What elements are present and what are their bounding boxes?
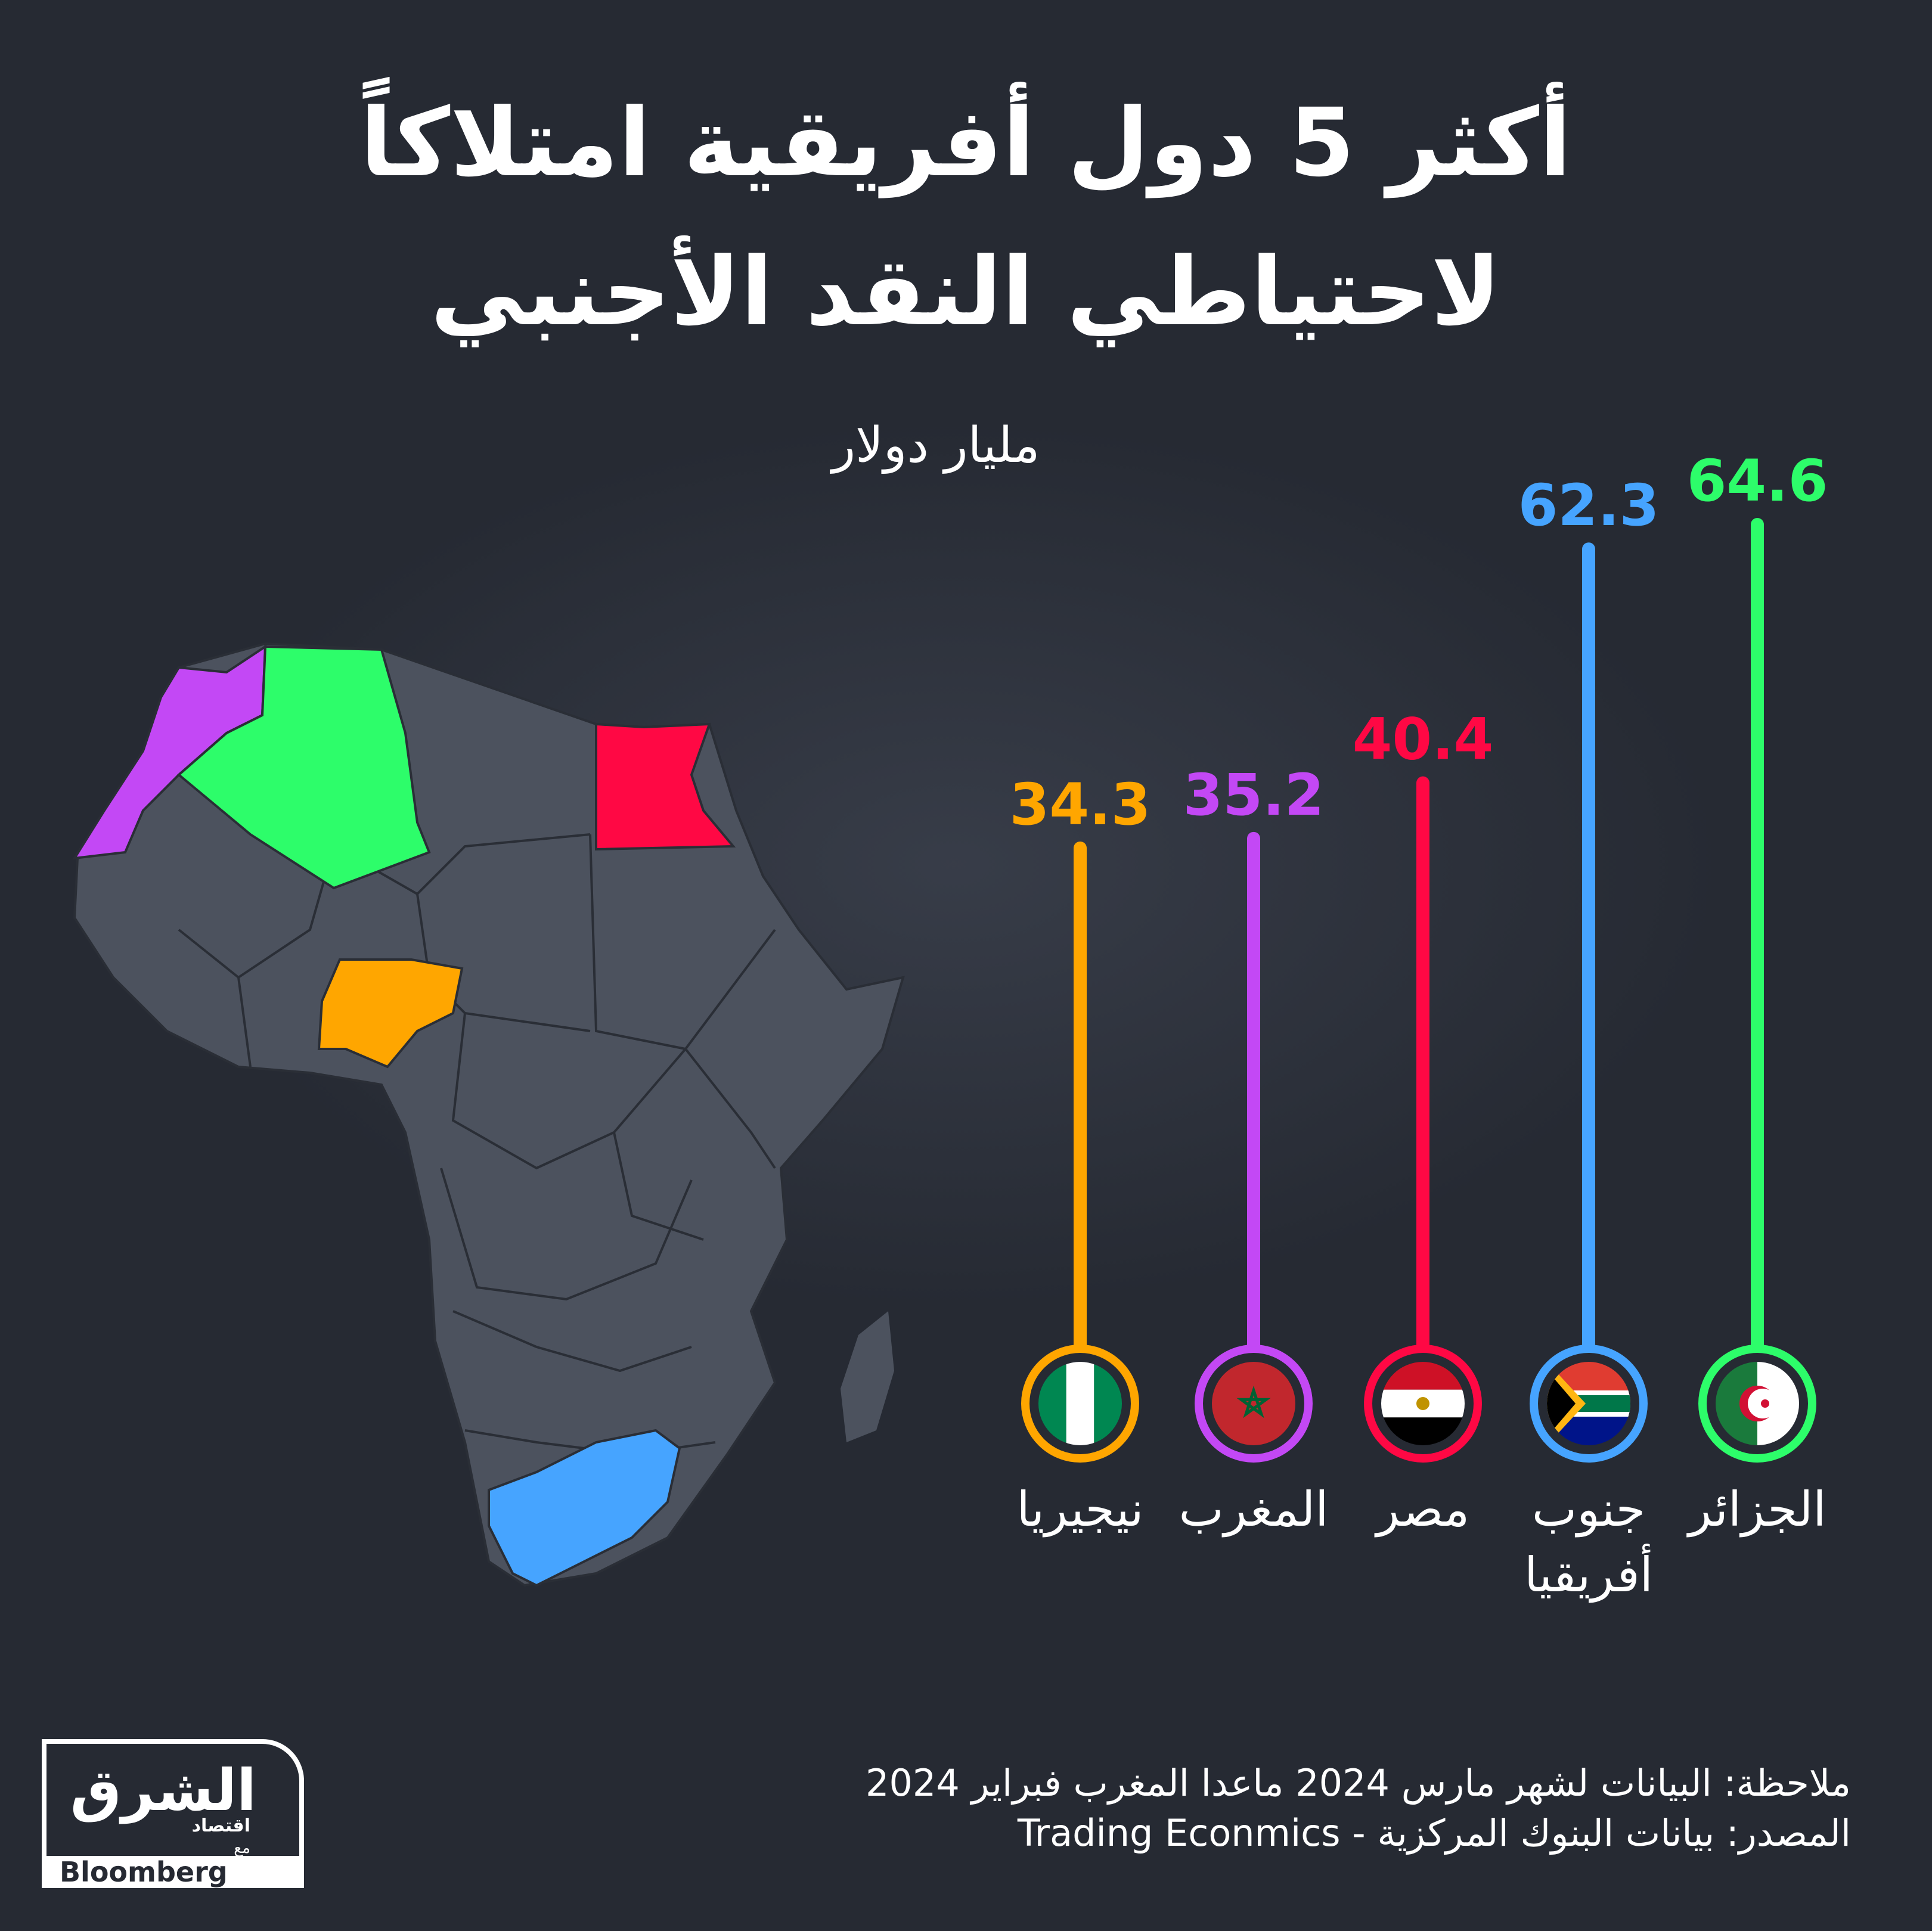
value-label: 64.6 [1687, 448, 1828, 514]
africa-continent [73, 642, 905, 1587]
value-label: 40.4 [1353, 706, 1494, 773]
logo-sub-text: اقتصاد [191, 1815, 250, 1836]
egypt-flag-icon [1381, 1362, 1465, 1445]
title-line-1: أكثر 5 دول أفريقية امتلاكاً [359, 88, 1572, 198]
category-label: المغرب [1179, 1482, 1329, 1538]
bar-group: 40.4 مصر [1353, 706, 1494, 1538]
madagascar [841, 1311, 894, 1442]
logo-main-text: الشرق [70, 1757, 256, 1824]
footer-source: المصدر: بيانات البنوك المركزية - Trading… [1017, 1811, 1851, 1855]
value-label: 35.2 [1183, 762, 1325, 828]
category-label: الجزائر [1686, 1482, 1826, 1538]
morocco-flag-icon [1212, 1362, 1295, 1445]
nigeria-flag-icon [1038, 1362, 1122, 1445]
logo-with-text: مع [234, 1839, 250, 1857]
value-label: 34.3 [1010, 771, 1151, 838]
bar-group: 35.2 المغرب [1179, 762, 1329, 1538]
category-label: نيجيريا [1017, 1482, 1144, 1538]
south-africa-flag-icon [1547, 1362, 1630, 1445]
bar-group: 62.3 جنوب أفريقيا [1518, 472, 1660, 1603]
map-nigeria [317, 958, 464, 1069]
title-line-2: لاحتياطي النقد الأجنبي [430, 237, 1501, 347]
category-label: مصر [1374, 1482, 1469, 1538]
asharq-logo: الشرق اقتصاد مع Bloomberg [42, 1739, 304, 1888]
unit-label: مليار دولار [832, 417, 1040, 474]
bar-group: 64.6 الجزائر [1686, 448, 1828, 1538]
logo-bar [42, 1856, 304, 1888]
value-label: 62.3 [1518, 472, 1660, 539]
logo-bloomberg-text: Bloomberg [60, 1856, 228, 1888]
algeria-flag-icon [1716, 1362, 1799, 1445]
map-egypt [595, 722, 736, 851]
bar-group: 34.3 نيجيريا [1010, 771, 1151, 1538]
map-algeria [176, 645, 431, 890]
footer-note: ملاحظة: البيانات لشهر مارس 2024 ماعدا ال… [866, 1761, 1851, 1805]
category-label: أفريقيا [1524, 1544, 1653, 1603]
map-south-africa [488, 1429, 681, 1587]
category-label: جنوب [1532, 1482, 1645, 1538]
